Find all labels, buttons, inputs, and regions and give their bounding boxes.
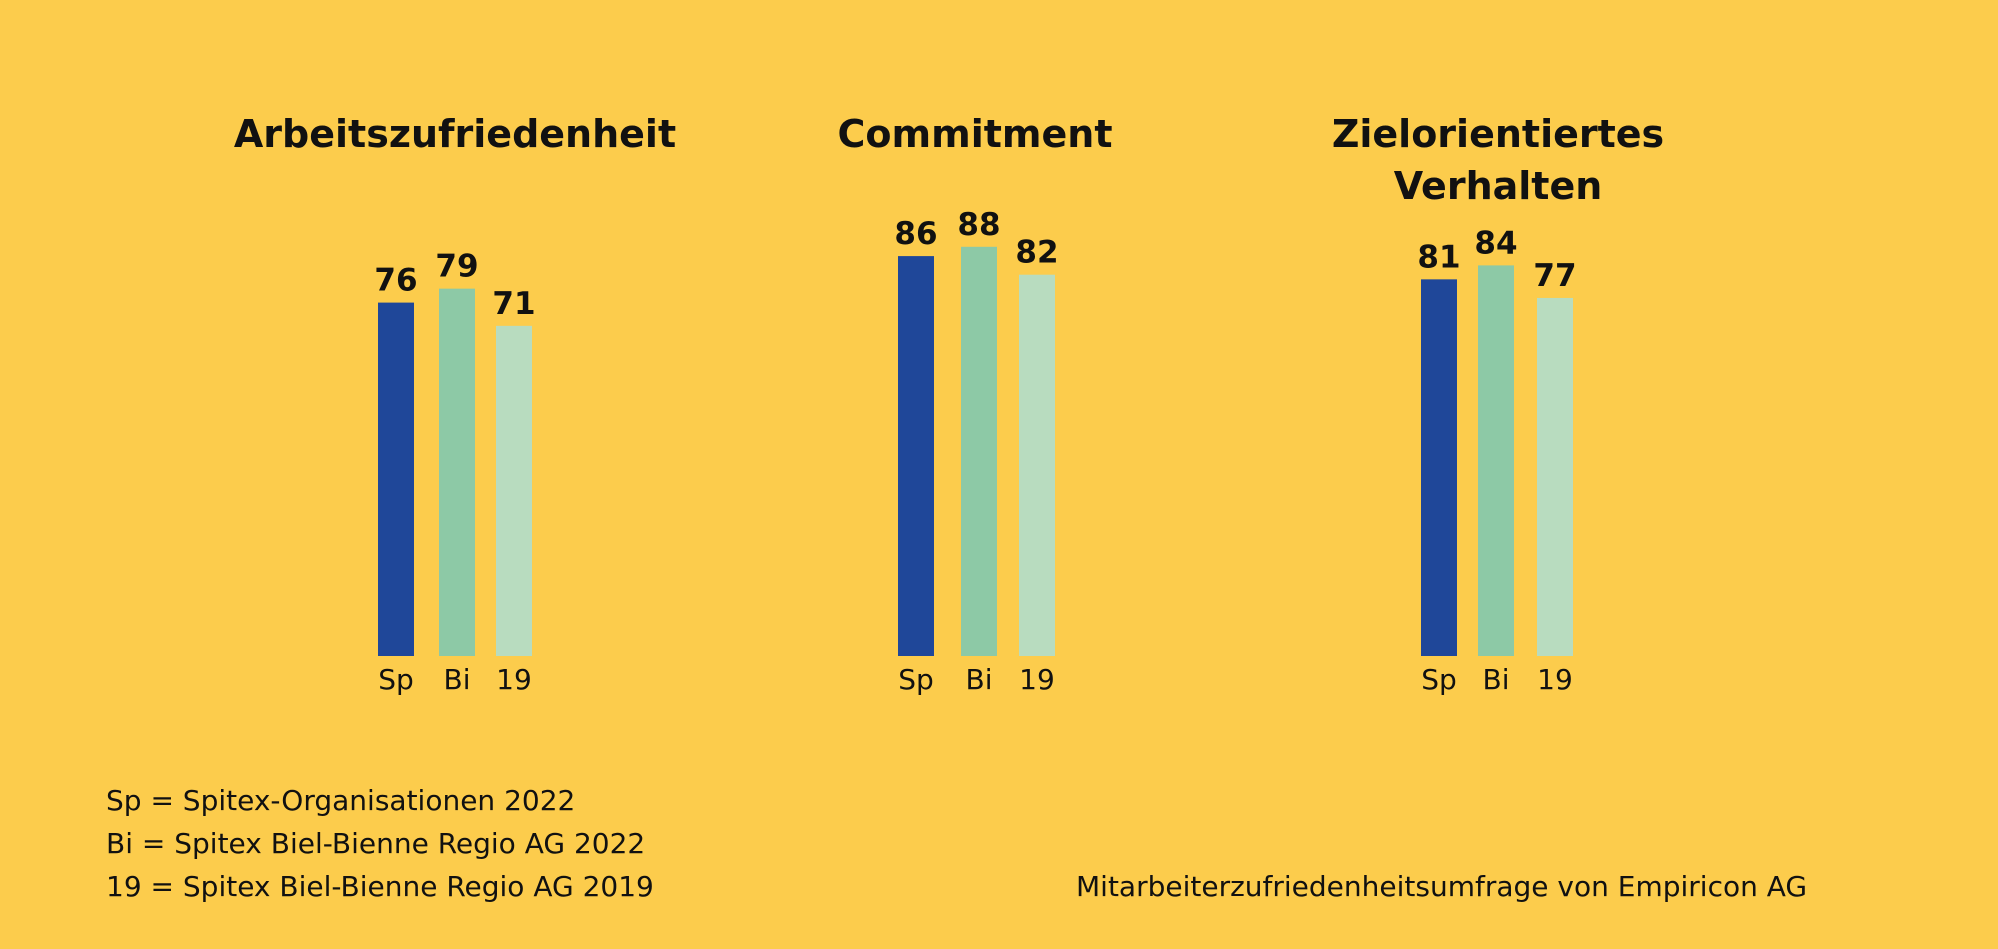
legend-line-19: 19 = Spitex Biel-Bienne Regio AG 2019 xyxy=(106,870,654,903)
value-label-3-19: 77 xyxy=(1533,258,1576,294)
tick-label-1-sp: Sp xyxy=(378,663,414,696)
value-label-2-bi: 88 xyxy=(957,207,1000,243)
legend-line-bi: Bi = Spitex Biel-Bienne Regio AG 2022 xyxy=(106,827,646,860)
bar-1-19 xyxy=(496,325,532,656)
tick-label-2-bi: Bi xyxy=(966,663,993,696)
bar-2-sp xyxy=(898,256,934,656)
tick-label-1-bi: Bi xyxy=(444,663,471,696)
value-label-1-bi: 79 xyxy=(435,249,478,285)
value-label-2-19: 82 xyxy=(1015,235,1058,271)
tick-label-1-19: 19 xyxy=(496,663,532,696)
value-label-1-19: 71 xyxy=(492,286,535,322)
tick-label-3-sp: Sp xyxy=(1421,663,1457,696)
tick-label-3-bi: Bi xyxy=(1483,663,1510,696)
chart-title-arbeitszufriedenheit: Arbeitszufriedenheit xyxy=(233,112,677,156)
tick-label-3-19: 19 xyxy=(1537,663,1573,696)
bar-2-bi xyxy=(961,246,997,657)
legend-line-sp: Sp = Spitex-Organisationen 2022 xyxy=(106,784,576,817)
source-note: Mitarbeiterzufriedenheitsumfrage von Emp… xyxy=(1076,870,1808,903)
value-label-2-sp: 86 xyxy=(894,216,937,252)
bar-2-19 xyxy=(1019,274,1055,656)
value-label-3-sp: 81 xyxy=(1417,239,1460,275)
tick-label-2-sp: Sp xyxy=(898,663,934,696)
bar-1-sp xyxy=(378,302,414,656)
bar-3-bi xyxy=(1478,265,1514,656)
chart-title-zielorientiertes-verhalten: Zielorientiertes Verhalten xyxy=(1331,112,1665,208)
tick-label-2-19: 19 xyxy=(1019,663,1055,696)
bar-3-sp xyxy=(1421,279,1457,656)
value-label-3-bi: 84 xyxy=(1474,225,1517,261)
bar-3-19 xyxy=(1537,297,1573,656)
chart-title-commitment: Commitment xyxy=(837,112,1113,156)
bar-1-bi xyxy=(439,288,475,656)
value-label-1-sp: 76 xyxy=(374,263,417,299)
